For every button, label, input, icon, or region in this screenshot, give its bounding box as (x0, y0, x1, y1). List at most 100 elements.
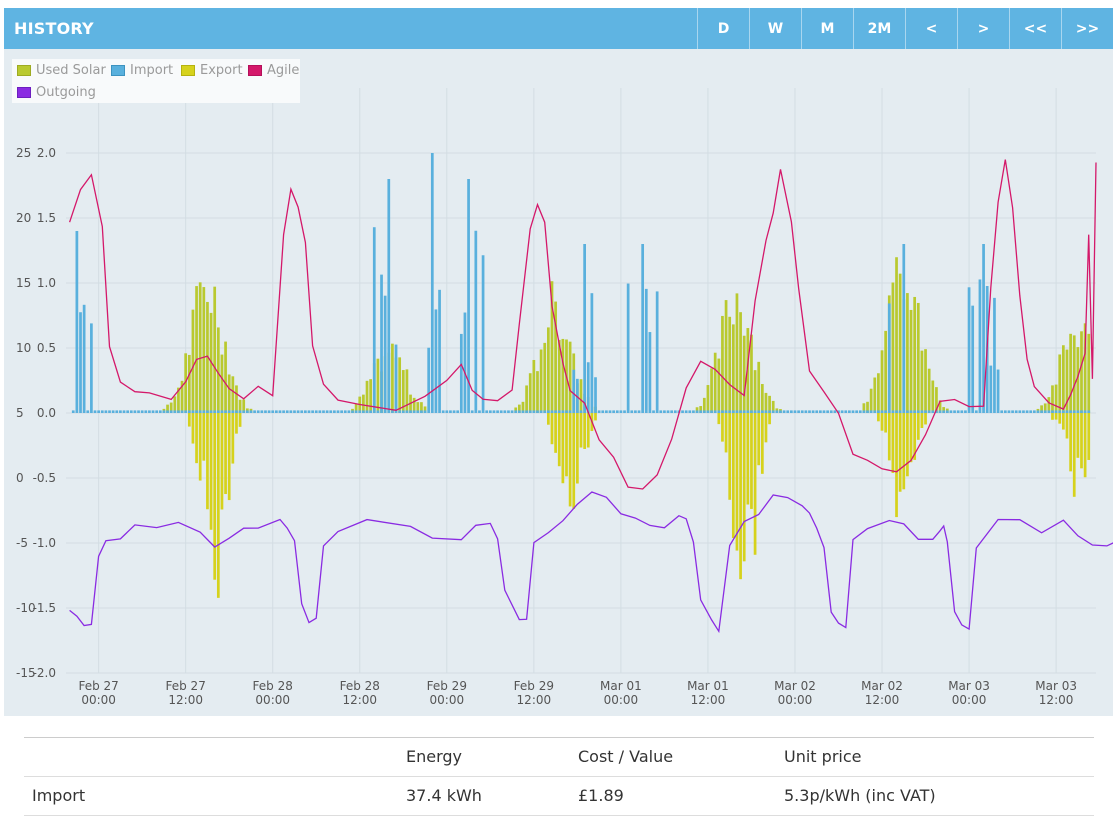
period-day-button[interactable]: D (697, 8, 749, 49)
import-bar (485, 410, 489, 413)
prev-fast-button[interactable]: << (1009, 8, 1061, 49)
import-bar (470, 410, 474, 413)
import-bar (394, 344, 398, 413)
import-bar (307, 410, 311, 413)
chart-legend: Used Solar Import Export Agile Outgoing (12, 59, 300, 103)
import-bar (721, 410, 724, 413)
import-bar (166, 410, 169, 413)
import-bar (605, 410, 608, 413)
export-bar (220, 413, 224, 510)
import-bar (162, 410, 166, 413)
import-bar (1054, 410, 1058, 413)
import-bar (387, 179, 391, 413)
import-bar (815, 410, 819, 413)
solar-bar (1047, 397, 1051, 413)
solar-bar (532, 359, 536, 413)
import-bar (383, 295, 387, 413)
export-bar (572, 413, 576, 509)
import-bar (282, 410, 285, 413)
import-bar (630, 410, 634, 413)
solar-bar (1040, 405, 1043, 413)
export-bar (231, 413, 235, 464)
x-tick-date: Feb 27 (166, 679, 206, 693)
solar-bar (369, 379, 373, 413)
import-bar (565, 410, 568, 413)
legend-agile[interactable]: Agile (248, 63, 299, 78)
x-tick-time: 12:00 (691, 693, 726, 707)
import-bar (945, 410, 949, 413)
solar-bar (713, 352, 717, 413)
import-bar (768, 410, 771, 413)
solar-bar (735, 293, 739, 413)
export-bar (1076, 413, 1080, 458)
next-button[interactable]: > (957, 8, 1009, 49)
legend-outgoing[interactable]: Outgoing (17, 85, 96, 100)
period-2month-button[interactable]: 2M (853, 8, 905, 49)
agile-line (68, 159, 1097, 490)
import-bar (1087, 410, 1091, 413)
solar-bar (706, 385, 710, 413)
import-bar (405, 410, 409, 413)
row-label: Import (32, 786, 86, 805)
prev-button[interactable]: < (905, 8, 957, 49)
export-bar (583, 413, 586, 449)
import-bar (1018, 410, 1022, 413)
import-bar (140, 410, 144, 413)
import-bar (797, 410, 800, 413)
import-bar (626, 283, 630, 413)
left-axis-tick: -5 (16, 536, 28, 550)
history-chart: 25 2.020 1.515 1.010 0.55 0.00 -0.5-5 -1.0-10-1… (16, 88, 1113, 707)
next-fast-button[interactable]: >> (1061, 8, 1113, 49)
import-bar (971, 305, 975, 413)
import-bar (887, 303, 891, 413)
import-bar (742, 410, 746, 413)
period-week-button[interactable]: W (749, 8, 801, 49)
export-bar (760, 413, 764, 474)
import-bar (597, 410, 601, 413)
import-bar (837, 410, 840, 413)
period-month-button[interactable]: M (801, 8, 853, 49)
x-tick-time: 12:00 (865, 693, 900, 707)
import-bar (427, 347, 431, 413)
import-bar (1083, 410, 1087, 413)
import-bar (362, 410, 365, 413)
import-bar (927, 410, 931, 413)
solar-bar (398, 357, 402, 413)
solar-bar (1058, 354, 1062, 413)
solar-bar (362, 394, 365, 413)
import-bar (942, 410, 946, 413)
import-bar (735, 410, 739, 413)
solar-bar (173, 396, 177, 413)
import-bar (877, 410, 880, 413)
import-bar (993, 297, 996, 413)
import-bar (840, 410, 844, 413)
solar-bar (354, 403, 358, 413)
import-bar (416, 410, 420, 413)
export-bar (1065, 413, 1069, 439)
export-bar (565, 413, 568, 477)
legend-used-solar[interactable]: Used Solar (17, 63, 106, 78)
legend-export[interactable]: Export (181, 63, 243, 78)
import-bar (601, 410, 605, 413)
import-bar (220, 410, 224, 413)
legend-import[interactable]: Import (111, 63, 173, 78)
import-bar (858, 410, 862, 413)
solar-bar (1087, 333, 1091, 413)
import-bar (115, 410, 119, 413)
import-bar (982, 244, 985, 413)
export-bar (753, 413, 757, 555)
import-bar (583, 244, 586, 413)
table-header-row: Energy Cost / Value Unit price (24, 738, 1094, 776)
import-bar (525, 410, 528, 413)
import-bar (590, 293, 594, 413)
import-bar (978, 279, 982, 413)
import-bar (180, 410, 184, 413)
x-tick-time: 00:00 (81, 693, 116, 707)
import-bar (833, 410, 837, 413)
import-bar (329, 410, 333, 413)
solar-bar (235, 385, 238, 413)
import-bar (913, 410, 917, 413)
solar-bar (521, 401, 525, 413)
import-bar (757, 410, 761, 413)
import-bar (760, 410, 764, 413)
